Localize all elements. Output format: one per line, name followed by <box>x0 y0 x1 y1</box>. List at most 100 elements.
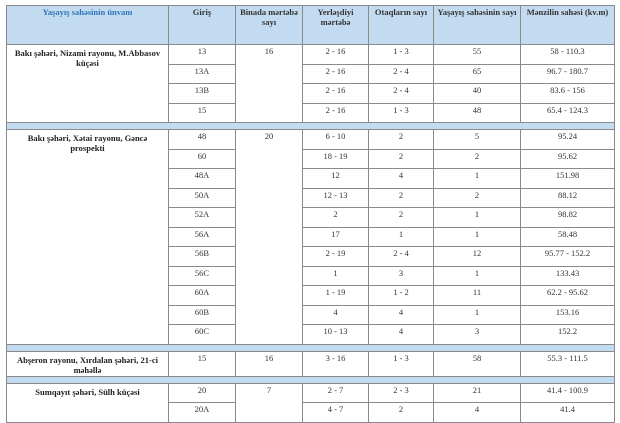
cell-floor: 2 - 16 <box>302 44 369 65</box>
cell-floor: 2 - 19 <box>302 246 369 267</box>
header-unit-count: Yaşayış sahəsinin sayı <box>433 5 521 45</box>
cell-unit-count: 1 <box>433 304 521 325</box>
cell-rooms: 1 - 2 <box>368 285 434 306</box>
cell-floor: 12 - 13 <box>302 187 369 208</box>
cell-area: 151.98 <box>520 168 615 189</box>
cell-unit-count: 1 <box>433 265 521 286</box>
group-separator <box>6 375 615 384</box>
cell-unit-count: 65 <box>433 63 521 84</box>
cell-area: 95.77 - 152.2 <box>520 246 615 267</box>
cell-floor: 2 - 16 <box>302 102 369 123</box>
cell-entrance: 60B <box>168 304 236 325</box>
cell-unit-count: 2 <box>433 148 521 169</box>
cell-rooms: 2 <box>368 187 434 208</box>
cell-building-floors: 20 <box>235 129 303 345</box>
table-row: Bakı şəhəri, Nizami rayonu, M.Abbasov kü… <box>6 44 615 123</box>
cell-rooms: 2 <box>368 207 434 228</box>
cell-entrance: 56A <box>168 226 236 247</box>
cell-building-floors: 16 <box>235 44 303 123</box>
cell-building-floors: 16 <box>235 350 303 377</box>
cell-rooms: 1 <box>368 226 434 247</box>
cell-floor: 2 - 16 <box>302 63 369 84</box>
cell-unit-count: 5 <box>433 129 521 150</box>
cell-unit-count: 3 <box>433 324 521 345</box>
cell-floor: 2 - 16 <box>302 83 369 104</box>
separator-cell <box>6 122 615 130</box>
table-row: 60 18 - 19 2 2 95.62 <box>7 148 615 169</box>
cell-area: 58 - 110.3 <box>520 44 615 65</box>
cell-area: 153.16 <box>520 304 615 325</box>
cell-area: 95.62 <box>520 148 615 169</box>
cell-floor: 6 - 10 <box>302 129 369 150</box>
cell-floor: 2 <box>302 207 369 228</box>
cell-building-floors: 7 <box>235 382 303 423</box>
cell-entrance: 13A <box>168 63 236 84</box>
cell-floor: 4 - 7 <box>302 402 369 423</box>
cell-rooms: 4 <box>368 304 434 325</box>
cell-entrance: 13 <box>168 44 236 65</box>
cell-unit-count: 48 <box>433 102 521 123</box>
cell-rooms: 3 <box>368 265 434 286</box>
table-row: 13A 2 - 16 2 - 4 65 96.7 - 180.7 <box>7 63 615 84</box>
cell-entrance: 52A <box>168 207 236 228</box>
cell-floor: 1 - 19 <box>302 285 369 306</box>
cell-area: 41.4 - 100.9 <box>520 382 615 403</box>
cell-floor: 3 - 16 <box>302 350 369 377</box>
cell-area: 152.2 <box>520 324 615 345</box>
cell-rooms: 2 - 4 <box>368 63 434 84</box>
cell-area: 65.4 - 124.3 <box>520 102 615 123</box>
group-separator <box>6 122 615 130</box>
cell-entrance: 60C <box>168 324 236 345</box>
cell-area: 88.12 <box>520 187 615 208</box>
cell-area: 98.82 <box>520 207 615 228</box>
table-row: Abşeron rayonu, Xırdalan şəhəri, 21-ci m… <box>6 350 615 377</box>
cell-rooms: 2 - 4 <box>368 246 434 267</box>
cell-rooms: 4 <box>368 324 434 345</box>
table-row: 50A 12 - 13 2 2 88.12 <box>7 187 615 208</box>
cell-entrance: 60 <box>168 148 236 169</box>
header-rooms: Otaqların sayı <box>368 5 434 45</box>
cell-entrance: 56B <box>168 246 236 267</box>
cell-area: 95.24 <box>520 129 615 150</box>
cell-entrance: 20 <box>168 382 236 403</box>
table-row: Bakı şəhəri, Xətai rayonu, Gəncə prospek… <box>6 129 615 345</box>
table-row: 56C 1 3 1 133.43 <box>7 265 615 286</box>
header-area: Mənzilin sahəsi (kv.m) <box>520 5 615 45</box>
cell-unit-count: 1 <box>433 226 521 247</box>
header-building-floors: Binada mərtəbə sayı <box>235 5 303 45</box>
cell-area: 96.7 - 180.7 <box>520 63 615 84</box>
cell-rooms: 2 <box>368 129 434 150</box>
cell-rooms: 2 <box>368 402 434 423</box>
separator-cell <box>6 343 615 352</box>
cell-address: Bakı şəhəri, Nizami rayonu, M.Abbasov kü… <box>6 44 169 123</box>
cell-area: 41.4 <box>520 402 615 423</box>
cell-entrance: 15 <box>168 350 236 377</box>
cell-entrance: 48 <box>168 129 236 150</box>
cell-area: 133.43 <box>520 265 615 286</box>
cell-unit-count: 1 <box>433 207 521 228</box>
cell-unit-count: 11 <box>433 285 521 306</box>
housing-table: Yaşayış sahəsinin ünvanı Giriş Binada mə… <box>6 5 615 423</box>
cell-rooms: 2 <box>368 148 434 169</box>
cell-address: Abşeron rayonu, Xırdalan şəhəri, 21-ci m… <box>6 350 169 377</box>
cell-rooms: 1 - 3 <box>368 44 434 65</box>
cell-address: Sumqayıt şəhəri, Sülh küçəsi <box>6 382 169 423</box>
table-row: 60C 10 - 13 4 3 152.2 <box>7 324 615 345</box>
header-row: Yaşayış sahəsinin ünvanı Giriş Binada mə… <box>6 5 615 45</box>
cell-entrance: 48A <box>168 168 236 189</box>
cell-floor: 4 <box>302 304 369 325</box>
cell-floor: 12 <box>302 168 369 189</box>
cell-rooms: 2 - 3 <box>368 382 434 403</box>
table-row: 56A 17 1 1 58.48 <box>7 226 615 247</box>
cell-entrance: 15 <box>168 102 236 123</box>
table-row: 48A 12 4 1 151.98 <box>7 168 615 189</box>
cell-unit-count: 1 <box>433 168 521 189</box>
cell-rooms: 2 - 4 <box>368 83 434 104</box>
cell-floor: 1 <box>302 265 369 286</box>
cell-entrance: 60A <box>168 285 236 306</box>
cell-unit-count: 2 <box>433 187 521 208</box>
cell-entrance: 13B <box>168 83 236 104</box>
cell-floor: 10 - 13 <box>302 324 369 345</box>
cell-unit-count: 21 <box>433 382 521 403</box>
cell-floor: 2 - 7 <box>302 382 369 403</box>
